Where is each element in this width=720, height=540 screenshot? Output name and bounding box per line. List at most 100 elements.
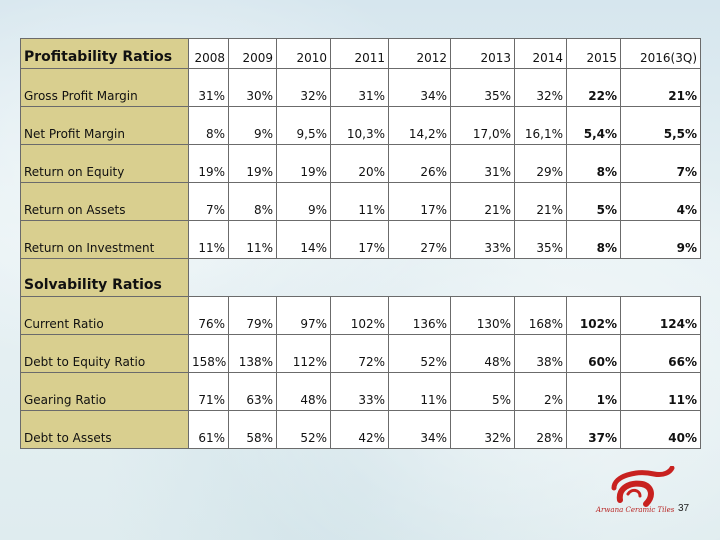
- empty-cell: [228, 258, 277, 297]
- ratio-value: 11%: [188, 220, 229, 259]
- ratio-value: 52%: [388, 334, 451, 373]
- ratio-value: 8%: [188, 106, 229, 145]
- ratio-value: 34%: [388, 68, 451, 107]
- ratio-value: 60%: [566, 334, 621, 373]
- ratio-value: 48%: [450, 334, 515, 373]
- ratio-value: 52%: [276, 410, 331, 449]
- ratio-value: 63%: [228, 372, 277, 411]
- ratio-value: 32%: [514, 68, 567, 107]
- empty-cell: [388, 258, 451, 297]
- ratio-value: 17%: [330, 220, 389, 259]
- year-header: 2008: [188, 38, 229, 69]
- table-row: Return on Investment 11% 11% 14% 17% 27% 33% 35…: [20, 220, 701, 259]
- ratio-value: 72%: [330, 334, 389, 373]
- ratio-value: 32%: [276, 68, 331, 107]
- ratio-value: 4%: [620, 182, 701, 221]
- ratio-value: 8%: [566, 220, 621, 259]
- table-row: Gearing Ratio 71% 63% 48% 33% 11% 5% 2% 1% 11%: [20, 372, 701, 411]
- ratio-value: 9,5%: [276, 106, 331, 145]
- ratio-value: 32%: [450, 410, 515, 449]
- ratio-value: 21%: [450, 182, 515, 221]
- ratio-value: 21%: [514, 182, 567, 221]
- row-label: Gross Profit Margin: [20, 68, 189, 107]
- ratio-value: 28%: [514, 410, 567, 449]
- ratio-value: 33%: [450, 220, 515, 259]
- ratio-value: 102%: [566, 296, 621, 335]
- ratio-value: 31%: [330, 68, 389, 107]
- row-label: Gearing Ratio: [20, 372, 189, 411]
- ratio-value: 112%: [276, 334, 331, 373]
- ratio-value: 20%: [330, 144, 389, 183]
- empty-cell: [514, 258, 567, 297]
- row-label: Return on Investment: [20, 220, 189, 259]
- ratio-value: 11%: [620, 372, 701, 411]
- ratio-value: 14%: [276, 220, 331, 259]
- year-header: 2009: [228, 38, 277, 69]
- profitability-header: Profitability Ratios: [20, 38, 189, 69]
- ratio-value: 17,0%: [450, 106, 515, 145]
- logo-text: Arwana Ceramic Tiles: [596, 506, 675, 514]
- empty-cell: [620, 258, 701, 297]
- ratio-value: 168%: [514, 296, 567, 335]
- year-header: 2013: [450, 38, 515, 69]
- page-number: 37: [678, 503, 690, 514]
- row-label: Return on Equity: [20, 144, 189, 183]
- empty-cell: [330, 258, 389, 297]
- ratio-value: 66%: [620, 334, 701, 373]
- financial-ratios-table: Profitability Ratios 2008 2009 2010 2011 2012…: [20, 38, 701, 449]
- ratio-value: 9%: [228, 106, 277, 145]
- ratio-value: 58%: [228, 410, 277, 449]
- ratio-value: 38%: [514, 334, 567, 373]
- ratio-value: 22%: [566, 68, 621, 107]
- ratio-value: 16,1%: [514, 106, 567, 145]
- ratio-value: 61%: [188, 410, 229, 449]
- ratio-value: 124%: [620, 296, 701, 335]
- ratio-value: 1%: [566, 372, 621, 411]
- row-label: Debt to Assets: [20, 410, 189, 449]
- ratio-value: 102%: [330, 296, 389, 335]
- year-header: 2011: [330, 38, 389, 69]
- ratio-value: 40%: [620, 410, 701, 449]
- ratio-value: 76%: [188, 296, 229, 335]
- table-header-row: Profitability Ratios 2008 2009 2010 2011 2012…: [20, 38, 701, 69]
- row-label: Current Ratio: [20, 296, 189, 335]
- table-row: Debt to Equity Ratio 158% 138% 112% 72% 52% 48…: [20, 334, 701, 373]
- ratio-value: 42%: [330, 410, 389, 449]
- ratio-value: 2%: [514, 372, 567, 411]
- year-header: 2016(3Q): [620, 38, 701, 69]
- ratio-value: 34%: [388, 410, 451, 449]
- row-label: Return on Assets: [20, 182, 189, 221]
- ratio-value: 97%: [276, 296, 331, 335]
- row-label: Net Profit Margin: [20, 106, 189, 145]
- ratio-value: 7%: [188, 182, 229, 221]
- empty-cell: [566, 258, 621, 297]
- ratio-value: 136%: [388, 296, 451, 335]
- ratio-value: 37%: [566, 410, 621, 449]
- ratio-value: 8%: [228, 182, 277, 221]
- ratio-value: 48%: [276, 372, 331, 411]
- row-label: Debt to Equity Ratio: [20, 334, 189, 373]
- ratio-value: 31%: [188, 68, 229, 107]
- ratio-value: 130%: [450, 296, 515, 335]
- ratio-value: 31%: [450, 144, 515, 183]
- section-header-row: Solvability Ratios: [20, 258, 701, 297]
- ratio-value: 14,2%: [388, 106, 451, 145]
- year-header: 2014: [514, 38, 567, 69]
- ratio-value: 5%: [566, 182, 621, 221]
- table-row: Return on Assets 7% 8% 9% 11% 17% 21% 21% 5% 4%: [20, 182, 701, 221]
- ratio-value: 138%: [228, 334, 277, 373]
- ratio-value: 9%: [620, 220, 701, 259]
- ratio-value: 35%: [450, 68, 515, 107]
- ratio-value: 8%: [566, 144, 621, 183]
- ratio-value: 29%: [514, 144, 567, 183]
- table-row: Debt to Assets 61% 58% 52% 42% 34% 32% 28% 37% 40…: [20, 410, 701, 449]
- ratio-value: 35%: [514, 220, 567, 259]
- ratio-value: 19%: [188, 144, 229, 183]
- table-row: Gross Profit Margin 31% 30% 32% 31% 34% 35% 32%…: [20, 68, 701, 107]
- ratio-value: 11%: [388, 372, 451, 411]
- year-header: 2015: [566, 38, 621, 69]
- ratio-value: 158%: [188, 334, 229, 373]
- ratio-value: 79%: [228, 296, 277, 335]
- ratio-value: 9%: [276, 182, 331, 221]
- ratio-value: 5%: [450, 372, 515, 411]
